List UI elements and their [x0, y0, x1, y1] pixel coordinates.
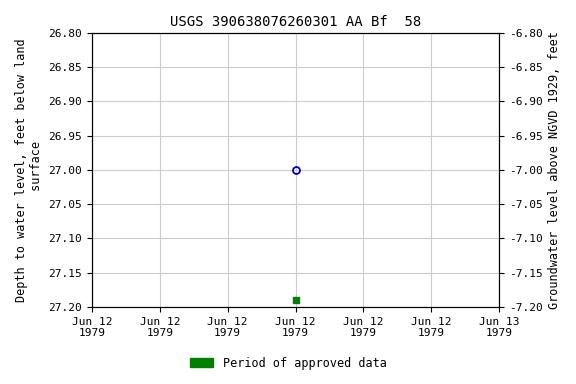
- Y-axis label: Groundwater level above NGVD 1929, feet: Groundwater level above NGVD 1929, feet: [548, 31, 561, 309]
- Title: USGS 390638076260301 AA Bf  58: USGS 390638076260301 AA Bf 58: [170, 15, 421, 29]
- Legend: Period of approved data: Period of approved data: [185, 352, 391, 374]
- Y-axis label: Depth to water level, feet below land
 surface: Depth to water level, feet below land su…: [15, 38, 43, 302]
